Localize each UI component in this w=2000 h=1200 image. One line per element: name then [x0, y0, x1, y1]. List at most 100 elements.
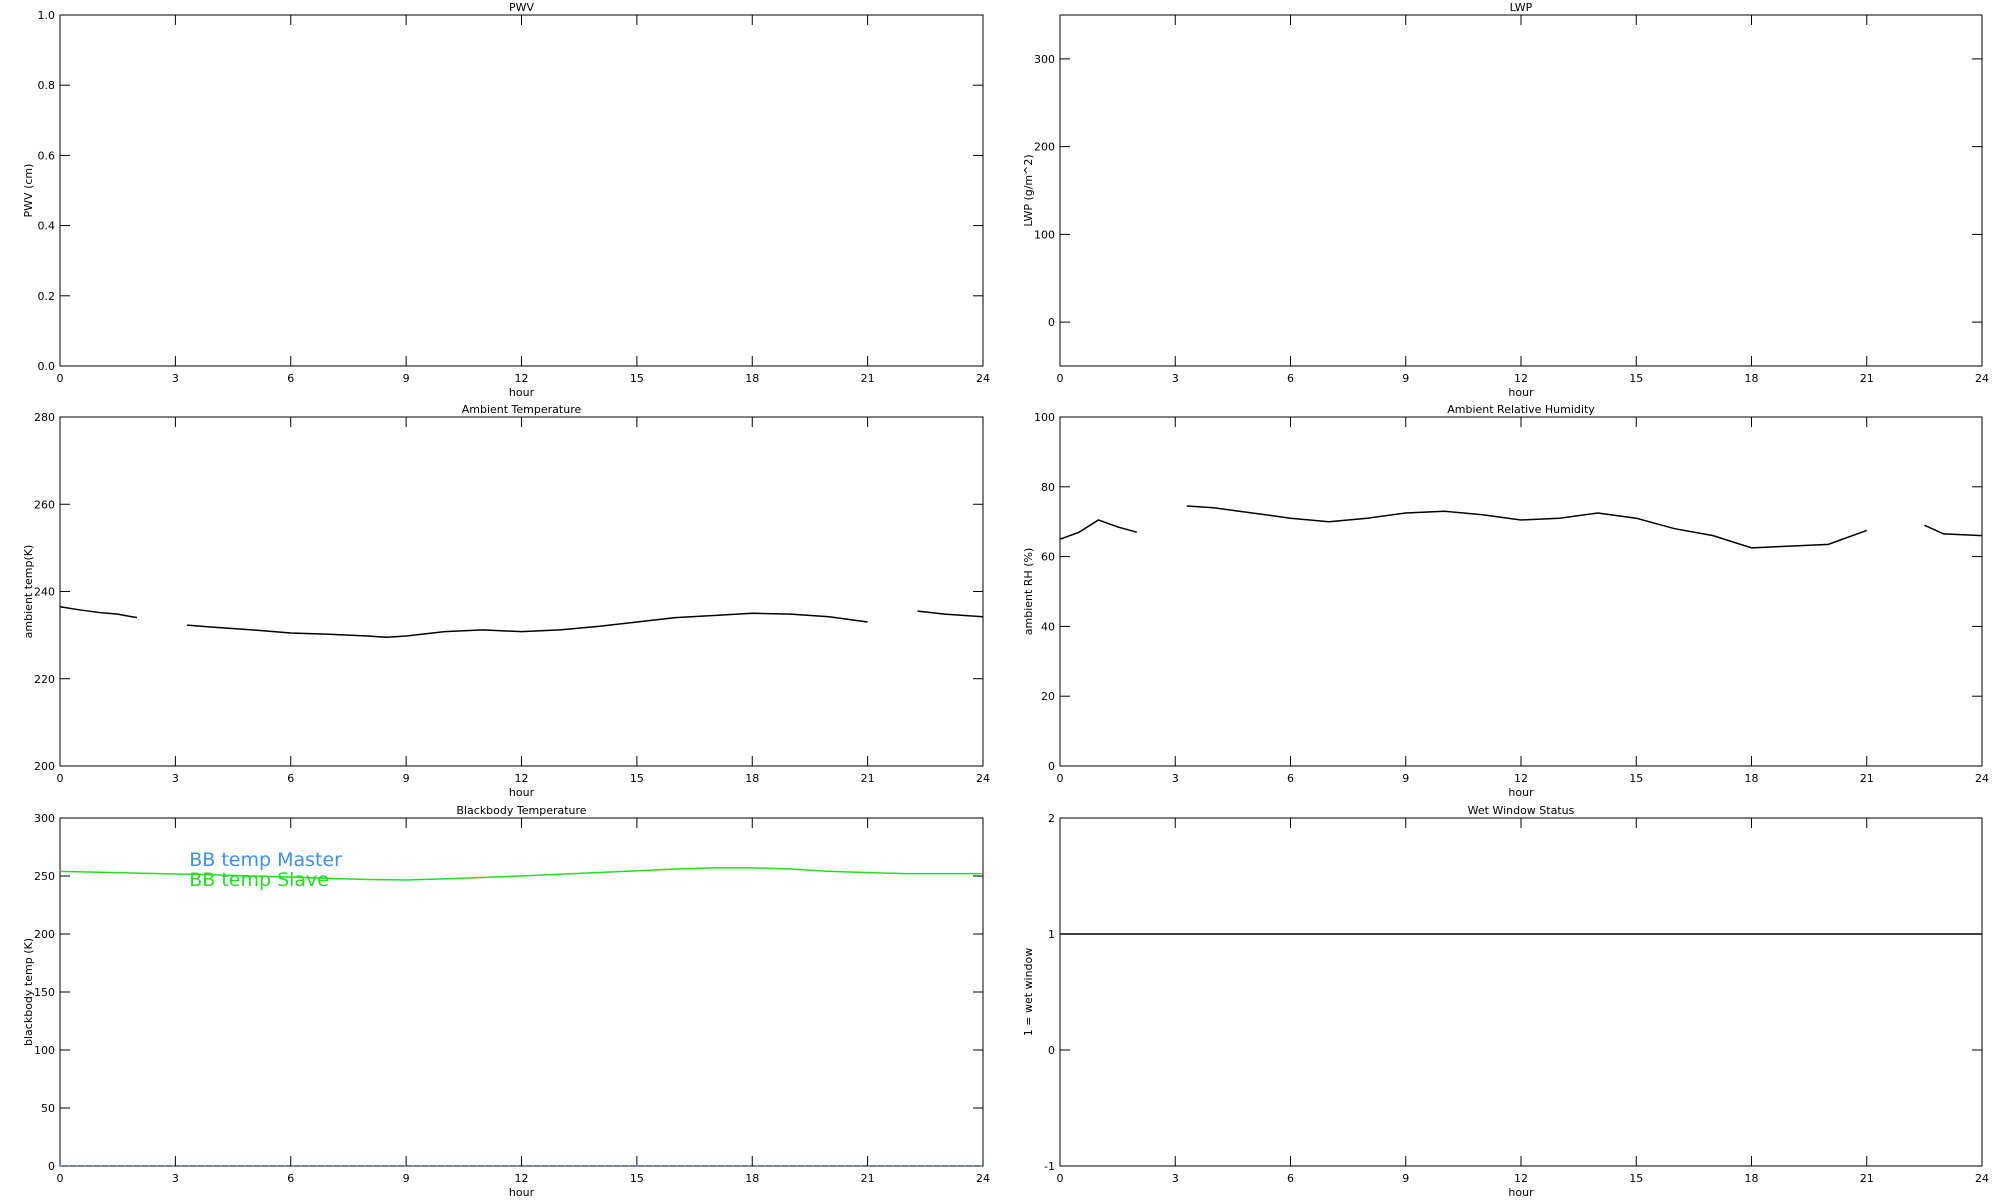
chart-title: PWV — [509, 1, 535, 14]
y-tick-label: 20 — [1041, 690, 1055, 703]
x-tick-label: 21 — [1860, 1172, 1874, 1185]
x-tick-label: 3 — [1172, 772, 1179, 785]
y-axis-label: PWV (cm) — [22, 164, 35, 218]
y-tick-label: 200 — [34, 760, 55, 773]
y-tick-label: 100 — [1034, 411, 1055, 424]
x-tick-label: 0 — [57, 372, 64, 385]
y-tick-label: 0 — [1048, 316, 1055, 329]
y-tick-label: 0.0 — [38, 360, 56, 373]
plot-frame — [1059, 416, 1983, 767]
x-tick-label: 12 — [1514, 372, 1528, 385]
data-line — [1059, 505, 1983, 549]
x-tick-label: 12 — [1514, 772, 1528, 785]
x-tick-label: 9 — [1402, 372, 1409, 385]
x-tick-label: 18 — [1745, 372, 1759, 385]
x-tick-label: 24 — [976, 1172, 990, 1185]
chart-title: Ambient Temperature — [462, 403, 582, 416]
y-tick-label: 0.4 — [38, 220, 56, 233]
x-tick-label: 24 — [976, 772, 990, 785]
y-tick-label: 1.0 — [38, 9, 56, 22]
y-tick-label: 280 — [34, 411, 55, 424]
x-axis-label: hour — [1508, 1186, 1534, 1199]
x-tick-label: 9 — [1402, 772, 1409, 785]
y-tick-label: 60 — [1041, 551, 1055, 564]
x-tick-label: 24 — [1975, 1172, 1989, 1185]
plot-frame — [59, 14, 984, 367]
data-line — [59, 867, 983, 881]
x-tick-label: 6 — [287, 372, 294, 385]
x-axis-label: hour — [509, 1186, 535, 1199]
y-tick-label: 0.6 — [38, 149, 56, 162]
plot-frame — [1059, 14, 1983, 367]
x-tick-label: 6 — [1287, 1172, 1294, 1185]
x-tick-label: 9 — [1402, 1172, 1409, 1185]
x-axis-label: hour — [509, 786, 535, 799]
x-tick-label: 18 — [1745, 1172, 1759, 1185]
y-axis-label: 1 = wet window — [1022, 948, 1035, 1037]
plot-frame — [59, 416, 984, 767]
x-tick-label: 21 — [861, 372, 875, 385]
y-tick-label: 1 — [1048, 928, 1055, 941]
x-tick-label: 6 — [1287, 372, 1294, 385]
x-tick-label: 18 — [745, 372, 759, 385]
y-tick-label: 40 — [1041, 620, 1055, 633]
chart-title: Ambient Relative Humidity — [1447, 403, 1595, 416]
x-tick-label: 15 — [630, 772, 644, 785]
x-tick-label: 15 — [1629, 772, 1643, 785]
x-tick-label: 15 — [630, 372, 644, 385]
x-tick-label: 0 — [57, 772, 64, 785]
x-tick-label: 0 — [1057, 772, 1064, 785]
x-tick-label: 9 — [403, 372, 410, 385]
plot-frame — [1059, 817, 1983, 1167]
x-tick-label: 12 — [515, 772, 529, 785]
x-tick-label: 12 — [515, 372, 529, 385]
x-tick-label: 12 — [1514, 1172, 1528, 1185]
y-tick-label: 80 — [1041, 481, 1055, 494]
y-tick-label: 200 — [1034, 141, 1055, 154]
x-tick-label: 24 — [1975, 772, 1989, 785]
y-axis-label: blackbody temp (K) — [22, 938, 35, 1046]
chart-title: LWP — [1510, 1, 1533, 14]
y-tick-label: 250 — [34, 870, 55, 883]
x-tick-label: 0 — [1057, 1172, 1064, 1185]
x-tick-label: 24 — [1975, 372, 1989, 385]
x-tick-label: 21 — [861, 772, 875, 785]
y-tick-label: 260 — [34, 498, 55, 511]
y-axis-label: ambient temp(K) — [22, 545, 35, 639]
x-tick-label: 0 — [1057, 372, 1064, 385]
x-tick-label: 21 — [1860, 772, 1874, 785]
x-tick-label: 24 — [976, 372, 990, 385]
x-tick-label: 21 — [1860, 372, 1874, 385]
x-tick-label: 15 — [1629, 1172, 1643, 1185]
x-tick-label: 6 — [287, 1172, 294, 1185]
legend-entry: BB temp Slave — [189, 869, 329, 891]
chart-title: Wet Window Status — [1468, 804, 1575, 817]
y-tick-label: 50 — [41, 1102, 55, 1115]
x-tick-label: 12 — [515, 1172, 529, 1185]
y-tick-label: 200 — [34, 928, 55, 941]
x-tick-label: 21 — [861, 1172, 875, 1185]
y-axis-label: LWP (g/m^2) — [1022, 154, 1035, 226]
x-tick-label: 15 — [630, 1172, 644, 1185]
y-tick-label: 100 — [1034, 228, 1055, 241]
x-tick-label: 3 — [1172, 372, 1179, 385]
y-tick-label: 100 — [34, 1044, 55, 1057]
x-tick-label: 18 — [745, 1172, 759, 1185]
x-axis-label: hour — [509, 386, 535, 399]
y-axis-label: ambient RH (%) — [1022, 548, 1035, 636]
x-tick-label: 9 — [403, 772, 410, 785]
y-tick-label: 2 — [1048, 812, 1055, 825]
x-tick-label: 18 — [1745, 772, 1759, 785]
y-tick-label: 0 — [48, 1160, 55, 1173]
y-tick-label: 240 — [34, 586, 55, 599]
x-axis-label: hour — [1508, 386, 1534, 399]
y-tick-label: 0 — [1048, 1044, 1055, 1057]
x-tick-label: 6 — [1287, 772, 1294, 785]
x-tick-label: 3 — [172, 772, 179, 785]
y-tick-label: -1 — [1044, 1160, 1055, 1173]
y-tick-label: 300 — [1034, 53, 1055, 66]
legend-entry: BB temp Master — [189, 849, 342, 871]
x-tick-label: 3 — [1172, 1172, 1179, 1185]
x-tick-label: 18 — [745, 772, 759, 785]
